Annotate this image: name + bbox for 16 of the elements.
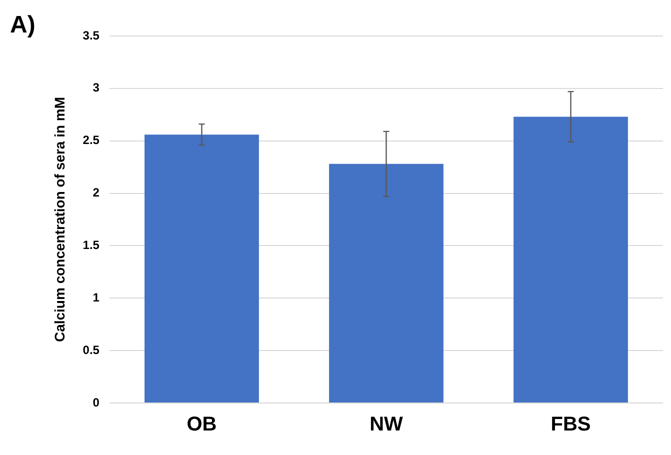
y-tick-label: 1.5 xyxy=(82,238,100,252)
x-tick-label: FBS xyxy=(550,414,591,436)
y-tick-label: 3 xyxy=(92,80,100,95)
bar xyxy=(144,134,259,402)
y-tick-label: 0.5 xyxy=(82,342,100,357)
y-tick-label: 3.5 xyxy=(82,28,100,42)
y-tick-label: 2 xyxy=(92,186,100,200)
text: A) xyxy=(10,12,36,39)
bar xyxy=(514,116,628,402)
x-tick-label: NW xyxy=(370,414,404,436)
bar xyxy=(329,164,444,402)
y-axis-title: Calcium concentration of sera in mM xyxy=(51,96,68,342)
x-tick-label: OB xyxy=(186,414,217,436)
y-tick-label: 2.5 xyxy=(82,133,100,148)
y-tick-label: 0 xyxy=(92,395,100,410)
y-tick-label: 1 xyxy=(92,290,100,304)
